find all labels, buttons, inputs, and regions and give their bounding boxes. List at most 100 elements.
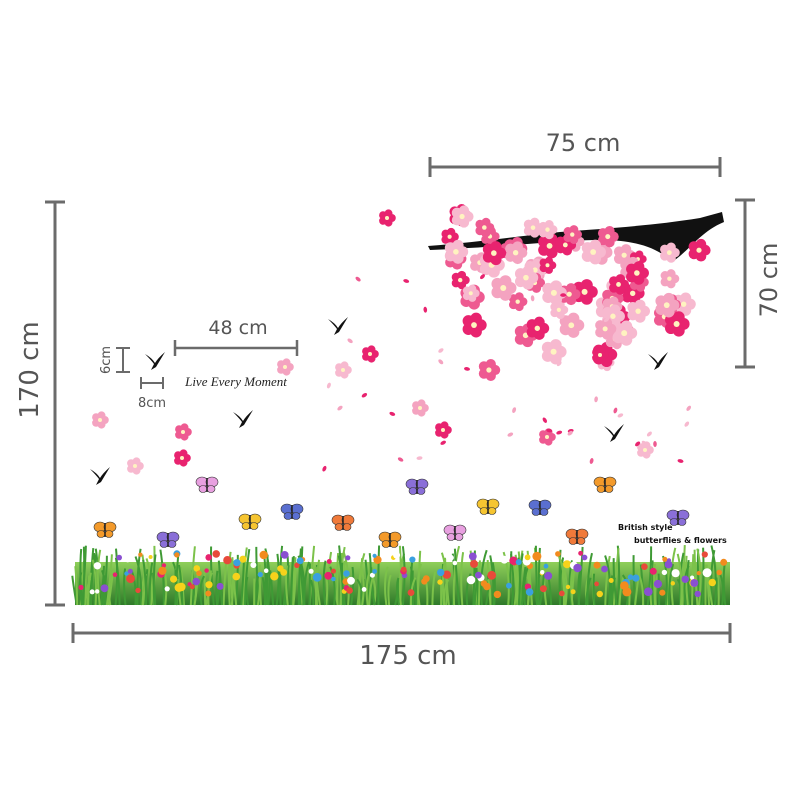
petal — [179, 449, 188, 458]
center — [643, 448, 647, 452]
petal — [569, 225, 579, 234]
petal — [457, 270, 467, 280]
petal — [660, 251, 670, 261]
center — [570, 232, 575, 237]
grass-flower — [331, 576, 336, 582]
grass-blade — [502, 551, 510, 606]
center — [459, 213, 465, 220]
petal — [613, 407, 618, 414]
grass-flower — [653, 579, 663, 589]
petal — [597, 235, 608, 246]
grass-blade — [666, 565, 670, 606]
caption: British style — [618, 523, 673, 532]
grass-flower — [644, 587, 653, 596]
grass-flower — [116, 554, 122, 561]
blossom — [660, 269, 680, 289]
grass-blade — [152, 554, 157, 606]
butterfly-wing — [677, 518, 687, 526]
grass-blade — [105, 554, 113, 606]
petal — [438, 359, 444, 365]
center — [616, 282, 621, 287]
grass-flower — [223, 556, 232, 565]
grass-flower — [532, 551, 542, 561]
blossom — [592, 346, 609, 364]
petal — [538, 244, 550, 256]
petal — [458, 205, 470, 216]
petal — [451, 215, 463, 226]
grass-flower — [280, 551, 289, 559]
center — [341, 368, 345, 372]
grass-blade — [637, 574, 645, 606]
petal — [481, 217, 491, 227]
blossom — [541, 339, 567, 365]
grass-flower — [601, 565, 608, 573]
dim-170 — [45, 200, 65, 607]
butterfly-wing — [159, 540, 169, 548]
grass-flower — [690, 579, 699, 587]
grass-flower — [525, 588, 534, 596]
grass-flower — [681, 575, 689, 583]
grass-blade — [558, 556, 566, 606]
petal — [367, 345, 376, 354]
grass-flower — [270, 572, 279, 581]
petal — [526, 326, 538, 338]
petal — [563, 233, 573, 243]
center — [590, 249, 597, 255]
petal — [403, 279, 410, 283]
grass-flower — [204, 568, 209, 573]
grass-flower — [422, 575, 430, 583]
grass-flower — [347, 576, 355, 585]
grass-flower — [493, 590, 502, 599]
grass-blade — [634, 569, 641, 606]
grass-blade — [263, 557, 267, 606]
butterfly-wing — [389, 540, 399, 548]
grass-blade — [377, 545, 381, 606]
petal — [695, 238, 707, 250]
blossom — [612, 320, 638, 346]
grass-flower — [93, 562, 102, 570]
script-text: Live Every Moment — [184, 374, 287, 389]
blossom — [539, 256, 557, 274]
petal — [589, 458, 594, 464]
blossom — [127, 457, 144, 475]
grass-flower — [442, 570, 451, 579]
grass-flower — [407, 589, 415, 596]
petal — [546, 428, 553, 433]
grass-flower — [487, 570, 497, 580]
center — [663, 302, 670, 309]
petal — [462, 323, 475, 335]
grass-blade — [657, 573, 661, 606]
grass-blade — [667, 563, 675, 606]
grass-blade — [710, 545, 717, 606]
petal — [604, 225, 615, 236]
dim-48 — [173, 340, 299, 356]
petal — [277, 365, 286, 374]
center — [545, 263, 550, 268]
petal — [438, 348, 444, 353]
petal — [282, 358, 291, 367]
grass-blade — [534, 545, 539, 606]
petal — [666, 269, 676, 279]
grass-flower — [216, 582, 224, 590]
grass — [71, 545, 730, 606]
grass-blade — [431, 571, 437, 606]
butterfly-wing — [334, 523, 344, 531]
center — [545, 435, 549, 439]
center — [673, 320, 680, 327]
center — [458, 277, 463, 283]
petal — [523, 226, 534, 236]
petal — [512, 407, 517, 413]
petal — [665, 322, 677, 335]
grass-blade — [453, 548, 461, 606]
grass-blade — [592, 573, 596, 606]
grass-flower — [581, 554, 588, 561]
petal — [444, 250, 457, 262]
blossom — [563, 225, 582, 244]
grass-flower — [343, 570, 350, 577]
grass-flower — [294, 562, 300, 568]
petal — [609, 304, 621, 316]
grass-blade — [537, 547, 541, 606]
grass-flower — [296, 557, 304, 565]
center — [453, 249, 459, 255]
grass-blade — [559, 557, 565, 606]
